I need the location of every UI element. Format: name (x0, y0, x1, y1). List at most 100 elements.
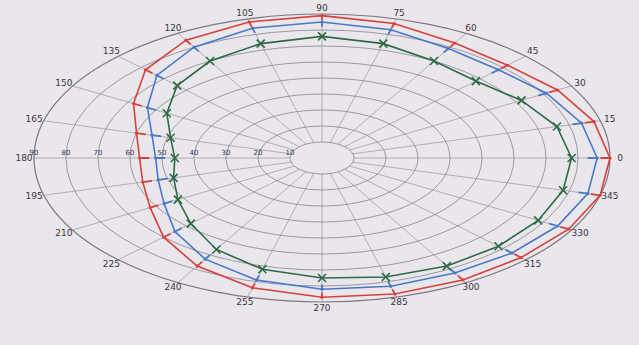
isopter-point (206, 57, 214, 65)
marker-dot (184, 39, 187, 42)
isopter-point (170, 174, 178, 182)
isopter-point (138, 156, 149, 159)
grid-spoke (118, 56, 299, 147)
marker-stroke (173, 82, 181, 90)
grid (34, 14, 610, 302)
isopter-point (258, 265, 266, 273)
grid-spoke (178, 172, 306, 283)
marker-stroke (379, 40, 387, 48)
isopter-point (196, 262, 202, 268)
marker-dot (144, 68, 147, 71)
grid-spoke (322, 174, 323, 302)
grid-spoke (353, 162, 600, 195)
marker-stroke (170, 174, 178, 182)
isopter-point (534, 216, 542, 224)
angle-label: 240 (164, 282, 181, 292)
marker-stroke (559, 186, 567, 194)
isopter-point (187, 220, 195, 228)
isopter-point (132, 102, 142, 106)
marker-stroke (318, 274, 326, 282)
marker-stroke (174, 196, 182, 204)
marker-stroke (494, 242, 502, 250)
marker-stroke (171, 154, 179, 162)
marker-dot (162, 236, 165, 239)
isopter-point (248, 20, 252, 26)
grid-spoke (322, 14, 323, 142)
isopter-point (162, 234, 170, 239)
marker-stroke (170, 174, 178, 182)
isopter-point (184, 39, 190, 45)
marker-dot (138, 156, 141, 159)
isopter-point (591, 194, 602, 197)
grid-spoke (330, 19, 396, 143)
marker-stroke (257, 40, 265, 48)
angle-label: 165 (26, 114, 43, 124)
isopter-point (579, 192, 590, 195)
isopter-point (320, 14, 323, 20)
angle-label: 255 (236, 297, 253, 307)
angle-label: 225 (103, 259, 120, 269)
isopter-point (458, 276, 464, 282)
angle-label: 345 (601, 191, 618, 201)
marker-dot (497, 68, 500, 71)
isopter-point (154, 156, 165, 159)
isopter-point (141, 180, 152, 183)
marker-dot (447, 47, 450, 50)
isopter-point (430, 57, 438, 65)
isopter (134, 16, 610, 298)
angle-label: 90 (316, 3, 328, 13)
marker-dot (599, 194, 602, 197)
marker-dot (204, 258, 207, 261)
marker-stroke (534, 216, 542, 224)
angle-label: 105 (236, 8, 253, 18)
marker-dot (453, 271, 456, 274)
grid-spoke (350, 166, 572, 230)
marker-dot (545, 92, 548, 95)
isopter-point (257, 40, 265, 48)
isopter-point (157, 178, 168, 181)
marker-dot (155, 74, 158, 77)
marker-dot (132, 102, 135, 105)
marker-stroke (318, 32, 326, 40)
grid-ring (34, 14, 610, 302)
marker-stroke (318, 274, 326, 282)
marker-dot (596, 156, 599, 159)
marker-stroke (568, 154, 576, 162)
plot-area (132, 14, 612, 299)
page: {"chart_data": {"type": "polar", "x": [0… (0, 0, 639, 345)
radius-label: 30 (222, 149, 231, 157)
isopter-point (173, 228, 181, 233)
isopter-point (135, 132, 146, 135)
radius-label: 70 (94, 149, 103, 157)
isopter-point (560, 227, 570, 231)
marker-stroke (559, 186, 567, 194)
isopter-point (174, 196, 182, 204)
marker-dot (162, 202, 165, 205)
grid-spoke (44, 162, 291, 195)
radius-labels: 102030405060708090 (30, 149, 295, 157)
isopter-point (146, 106, 156, 110)
angle-label: 30 (574, 78, 586, 88)
isopter-point (450, 41, 456, 47)
grid-spoke (353, 121, 600, 154)
radius-label: 60 (126, 149, 135, 157)
isopter-point (318, 32, 326, 40)
marker-stroke (167, 134, 175, 142)
marker-dot (196, 264, 199, 267)
grid-spoke (345, 56, 526, 147)
angle-label: 285 (391, 297, 408, 307)
grid-spoke (118, 169, 299, 260)
isopter-point (255, 275, 259, 281)
marker-dot (506, 64, 509, 67)
isopter-point (388, 282, 392, 288)
grid-ring (290, 142, 354, 174)
marker-stroke (257, 40, 265, 48)
isopter-point (443, 262, 451, 270)
angle-label: 210 (55, 228, 72, 238)
marker-stroke (472, 77, 480, 85)
isopter-point (212, 245, 220, 253)
marker-stroke (258, 265, 266, 273)
marker-stroke (212, 245, 220, 253)
isopter-point (150, 134, 161, 137)
isopter-point (559, 186, 567, 194)
